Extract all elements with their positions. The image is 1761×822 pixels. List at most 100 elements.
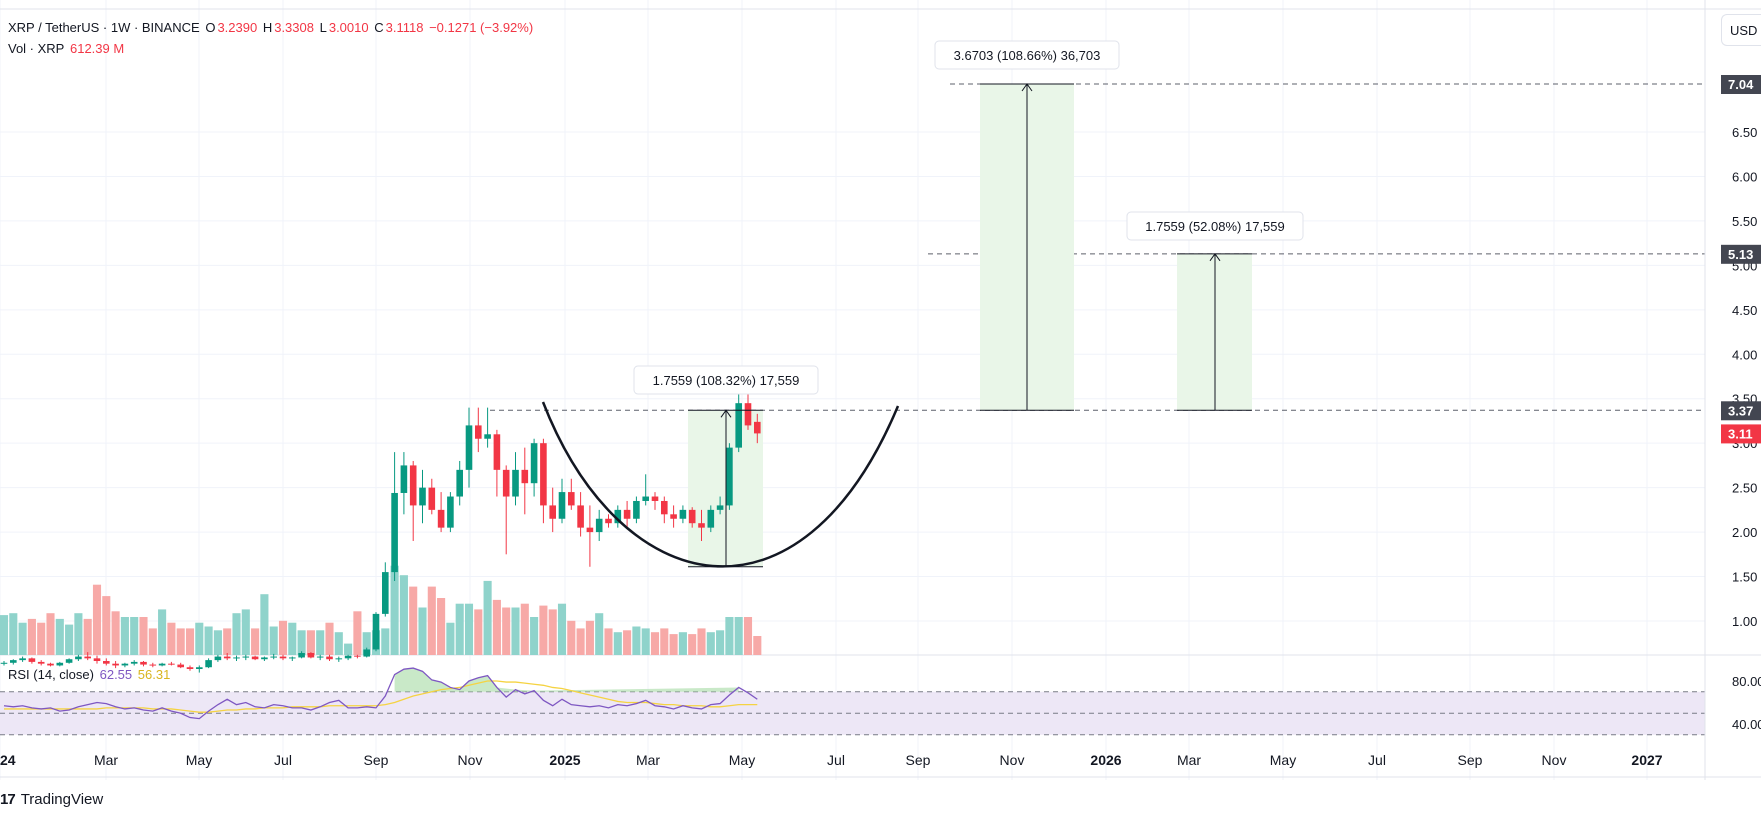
price-tick-label: 5.50 xyxy=(1732,214,1757,229)
volume-bar xyxy=(37,622,46,655)
candle-body xyxy=(475,425,482,439)
candle-body xyxy=(502,469,510,497)
candle-body xyxy=(409,465,417,506)
price-axis[interactable]: 1.001.502.002.503.003.504.004.505.005.50… xyxy=(1704,0,1761,780)
candle-body xyxy=(633,500,640,519)
time-axis[interactable]: 2024 Mar May Jul Sep Nov 2025 Mar May Jul Sep Nov 20… xyxy=(0,752,1663,768)
volume-bar xyxy=(650,632,660,655)
volume-bar xyxy=(678,632,687,655)
volume-bar xyxy=(111,611,120,655)
time-tick-label: Jul xyxy=(827,752,845,768)
volume-bar xyxy=(213,630,222,655)
volume-bar xyxy=(27,618,36,655)
volume-bar xyxy=(232,613,241,655)
candle-body xyxy=(37,661,45,664)
price-label-box xyxy=(1721,401,1761,421)
time-tick-label: Jul xyxy=(1368,752,1386,768)
volume-bar xyxy=(83,618,92,655)
measure-label-box xyxy=(934,40,1120,70)
time-tick-label: 2025 xyxy=(549,752,580,768)
candle-body xyxy=(382,572,389,614)
price-tick-label: 4.50 xyxy=(1732,303,1757,318)
time-tick-label: May xyxy=(1270,752,1296,768)
rsi-label[interactable]: RSI (14, close) xyxy=(8,667,94,682)
volume-bar xyxy=(74,613,83,655)
volume-bar xyxy=(595,613,604,655)
candle-body xyxy=(679,509,687,519)
tradingview-brand[interactable]: 17 TradingView xyxy=(0,791,103,808)
candle-body xyxy=(447,496,454,528)
candle-body xyxy=(289,657,296,659)
currency-button[interactable]: USD xyxy=(1721,14,1761,46)
volume-bar xyxy=(669,634,678,655)
symbol-label[interactable]: XRP / TetherUS · 1W · BINANCE xyxy=(8,20,200,35)
rsi-line xyxy=(3,667,758,720)
measure-label-box xyxy=(1126,211,1304,241)
rsi-legend: RSI (14, close) 62.55 56.31 xyxy=(8,667,172,682)
volume-bar xyxy=(120,617,129,655)
volume-bar xyxy=(344,643,353,655)
candle-body xyxy=(400,465,408,493)
time-tick-label: Mar xyxy=(94,752,118,768)
volume-bar xyxy=(511,607,520,655)
candle-body xyxy=(158,663,166,666)
price-label-text: 3.11 xyxy=(1728,426,1753,441)
candle-body xyxy=(251,656,259,660)
volume-bar xyxy=(65,624,74,655)
volume-bar xyxy=(706,632,715,655)
price-tick-label: 4.00 xyxy=(1732,347,1757,362)
time-tick-label: Sep xyxy=(364,752,389,768)
time-tick-label: Jul xyxy=(274,752,292,768)
volume-label[interactable]: Vol · XRP xyxy=(8,41,65,56)
candle-body xyxy=(688,509,696,524)
time-tick-label: May xyxy=(186,752,212,768)
candle-body xyxy=(698,523,705,528)
chart-grid xyxy=(0,0,1761,780)
high-label: H xyxy=(262,20,273,35)
volume-bar xyxy=(464,603,474,655)
volume-bar xyxy=(306,630,315,655)
candle-body xyxy=(707,509,715,528)
candle-body xyxy=(465,425,473,470)
candle-body xyxy=(130,661,138,664)
price-tick-label: 6.00 xyxy=(1732,169,1757,184)
candle-body xyxy=(512,469,519,497)
volume-legend: Vol · XRP 612.39 M xyxy=(8,41,126,56)
cup-curve xyxy=(541,401,900,568)
time-tick-label: May xyxy=(729,752,755,768)
volume-bar xyxy=(353,611,362,655)
measure-label: 3.6703 (108.66%) 36,703 xyxy=(954,48,1101,63)
candle-body xyxy=(437,509,445,528)
volume-bar xyxy=(185,628,195,655)
volume-bar xyxy=(325,622,334,655)
volume-bar xyxy=(437,598,446,655)
volume-bar xyxy=(734,617,743,655)
volume-bar xyxy=(288,622,297,655)
price-tick-label: 1.50 xyxy=(1732,570,1757,585)
volume-bar xyxy=(725,617,734,655)
volume-bar xyxy=(660,628,669,655)
time-tick-label: Sep xyxy=(1458,752,1483,768)
time-tick-label: 2024 xyxy=(0,752,16,768)
candle-body xyxy=(214,656,222,661)
volume-bar xyxy=(753,636,762,655)
volume-bar xyxy=(399,575,408,655)
volume-bar xyxy=(483,580,492,655)
candle-body xyxy=(121,663,129,666)
volume-bar xyxy=(18,622,27,655)
candle-body xyxy=(354,655,361,657)
change-value: −0.1271 (−3.92%) xyxy=(429,20,534,35)
volume-bar xyxy=(92,584,102,655)
rsi-overbought-fill xyxy=(394,668,739,692)
volume-bar xyxy=(539,605,548,655)
candle-body xyxy=(586,527,594,533)
candle-body xyxy=(642,496,649,501)
candle-body xyxy=(391,492,398,573)
volume-bars xyxy=(0,565,762,655)
price-label-text: 7.04 xyxy=(1728,77,1754,92)
volume-bar xyxy=(269,626,278,655)
volume-bar xyxy=(158,609,167,655)
volume-bar xyxy=(334,632,343,655)
candle-body xyxy=(623,509,631,519)
